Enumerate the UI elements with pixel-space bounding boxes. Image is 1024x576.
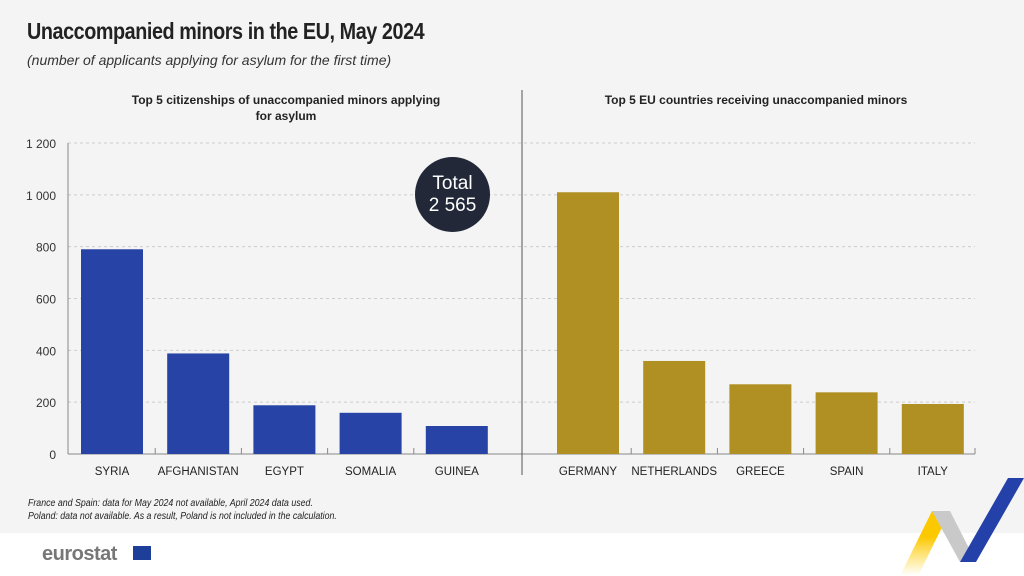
left-panel-title: Top 5 citizenships of unaccompanied mino… [131, 93, 441, 123]
eu-flag-icon [133, 546, 151, 560]
x-tick-label: GERMANY [559, 466, 617, 478]
bar [729, 384, 792, 454]
right-panel-title: Top 5 EU countries receiving unaccompani… [604, 93, 908, 107]
y-tick-label: 400 [36, 344, 56, 358]
total-label: Total [432, 172, 473, 194]
note: France and Spain: data for May 2024 not … [28, 498, 313, 509]
total-value: 2 565 [428, 194, 477, 216]
total-badge: Total 2 565 [415, 157, 490, 232]
bar [425, 426, 488, 454]
x-tick-label: SOMALIA [345, 466, 396, 478]
y-tick-label: 0 [49, 448, 56, 462]
y-tick-label: 1 200 [26, 137, 56, 151]
bar [901, 403, 964, 454]
y-tick-label: 1 000 [26, 189, 56, 203]
chart-subtitle: (number of applicants applying for asylu… [27, 52, 392, 68]
bar [815, 392, 878, 454]
y-tick-label: 600 [36, 293, 56, 307]
y-tick-label: 200 [36, 396, 56, 410]
decorative-stripes [900, 478, 1024, 576]
bar [81, 249, 143, 454]
x-tick-label: ITALY [918, 466, 949, 478]
y-tick-label: 800 [36, 241, 56, 255]
x-tick-label: SYRIA [95, 466, 130, 478]
bar [339, 412, 402, 454]
bar-chart: 0 200 400 600 800 1 000 1 200 SYRIA AFGHANISTAN E… [26, 90, 976, 478]
x-tick-label: SPAIN [830, 466, 864, 478]
x-tick-label: NETHERLANDS [631, 466, 717, 478]
note: Poland: data not available. As a result,… [28, 511, 337, 522]
eurostat-logo: eurostat [42, 543, 117, 565]
x-tick-label: AFGHANISTAN [158, 466, 239, 478]
chart-title: Unaccompanied minors in the EU, May 2024 [27, 18, 425, 44]
bar [253, 405, 316, 454]
bar [557, 192, 619, 454]
bar [643, 360, 706, 454]
x-tick-label: GREECE [736, 466, 785, 478]
footnotes: France and Spain: data for May 2024 not … [28, 497, 337, 523]
x-tick-label: EGYPT [265, 466, 304, 478]
bar [167, 353, 230, 454]
x-tick-label: GUINEA [435, 466, 479, 478]
